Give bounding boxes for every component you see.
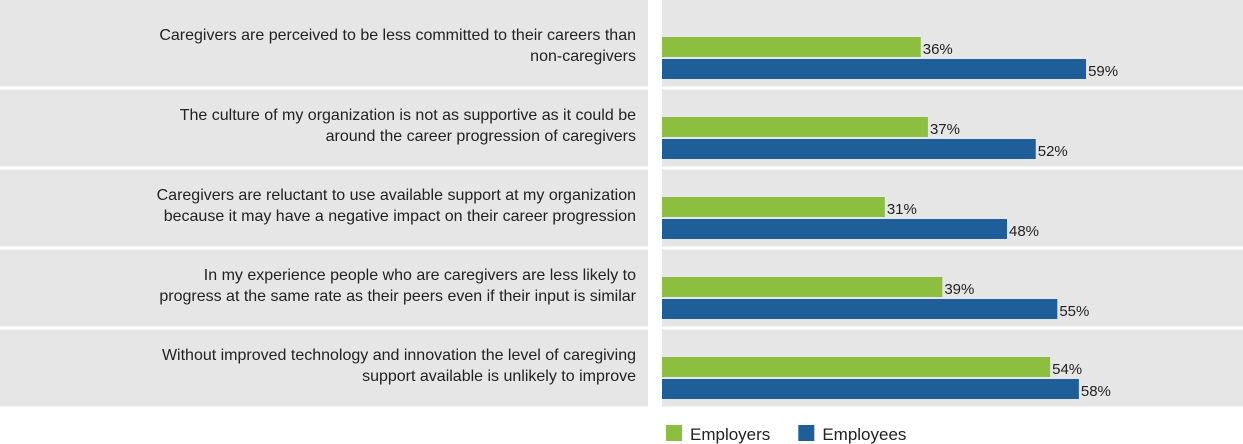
category-label: Caregivers are perceived to be less comm…	[159, 27, 636, 65]
value-label: 58%	[1081, 383, 1111, 400]
bar	[662, 139, 1036, 159]
value-label: 37%	[930, 121, 960, 138]
value-label: 59%	[1088, 63, 1118, 80]
value-label: 39%	[944, 281, 974, 298]
bar	[662, 197, 885, 217]
bar	[662, 117, 928, 137]
label-panel	[0, 0, 648, 408]
legend-label: Employers	[690, 425, 770, 444]
bar	[662, 277, 943, 297]
category-label: In my experience people who are caregive…	[159, 267, 636, 305]
row-separator	[0, 406, 1243, 410]
category-label: The culture of my organization is not as…	[179, 107, 636, 145]
row-separator	[0, 86, 1243, 90]
value-label: 52%	[1038, 143, 1068, 160]
bar	[662, 299, 1058, 319]
row-separator	[0, 166, 1243, 170]
value-label: 36%	[923, 41, 953, 58]
value-label: 31%	[887, 201, 917, 218]
legend-swatch	[798, 425, 815, 441]
legend-swatch	[666, 425, 682, 441]
category-label: Caregivers are reluctant to use availabl…	[156, 187, 636, 225]
value-label: 55%	[1059, 303, 1089, 320]
bar	[662, 219, 1007, 239]
bar	[662, 379, 1079, 399]
row-separator	[0, 246, 1243, 250]
bar	[662, 59, 1087, 79]
value-label: 54%	[1052, 361, 1082, 378]
value-label: 48%	[1009, 223, 1039, 240]
legend-label: Employees	[822, 425, 906, 444]
bar	[662, 37, 921, 57]
bar	[662, 357, 1051, 377]
category-label: Without improved technology and innovati…	[161, 347, 636, 385]
row-separator	[0, 326, 1243, 330]
